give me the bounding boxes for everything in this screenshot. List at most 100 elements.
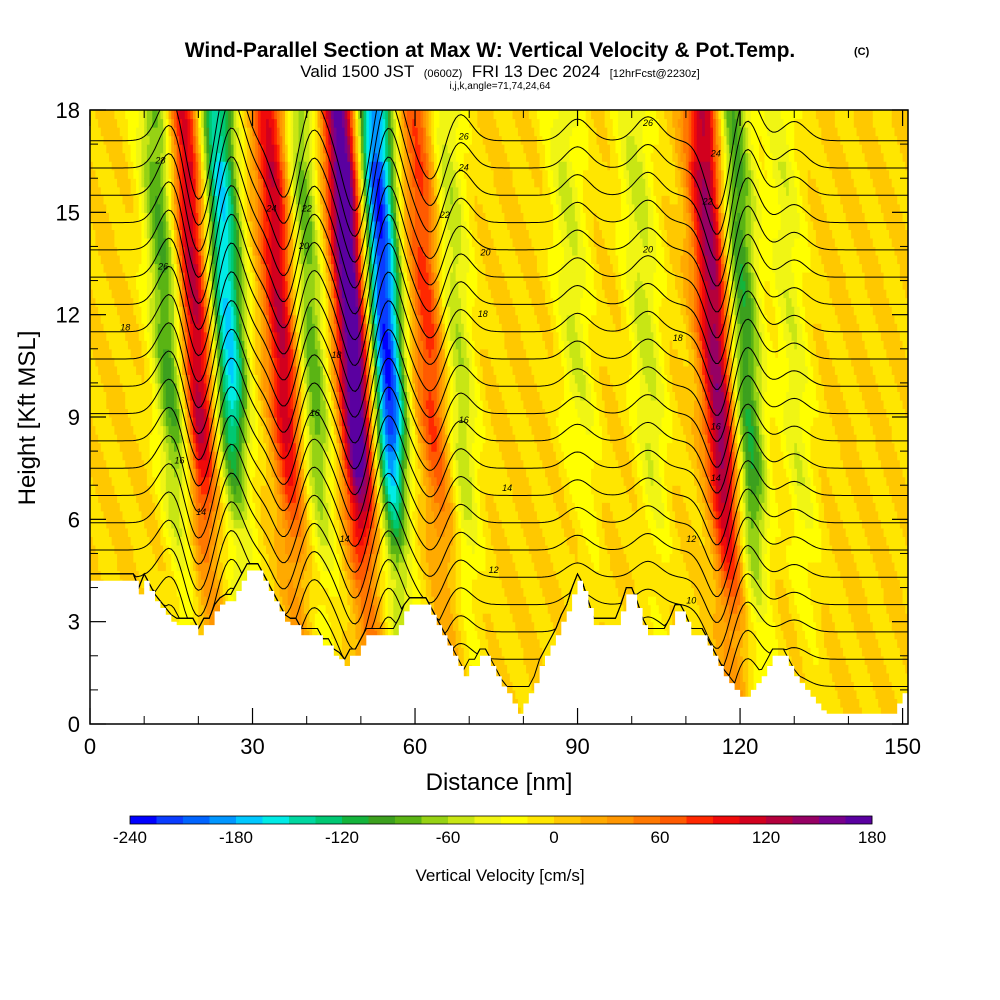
velocity-cell: [203, 127, 208, 137]
velocity-cell: [168, 544, 172, 555]
velocity-cell: [176, 161, 180, 171]
velocity-cell: [230, 306, 235, 316]
velocity-cell: [201, 289, 205, 299]
velocity-cell: [92, 195, 97, 205]
velocity-cell: [165, 502, 170, 512]
velocity-cell: [203, 323, 208, 333]
velocity-cell: [108, 272, 113, 282]
velocity-cell: [119, 544, 124, 555]
velocity-cell: [157, 331, 162, 341]
velocity-cell: [171, 536, 175, 546]
velocity-cell: [127, 485, 132, 495]
velocity-cell: [95, 365, 99, 375]
velocity-cell: [168, 110, 172, 120]
velocity-cell: [228, 289, 232, 299]
velocity-cell: [111, 374, 115, 384]
velocity-cell: [266, 459, 270, 469]
velocity-cell: [157, 144, 162, 154]
velocity-cell: [228, 451, 232, 461]
velocity-cell: [198, 340, 202, 350]
velocity-cell: [100, 408, 105, 418]
velocity-cell: [198, 331, 202, 341]
velocity-cell: [217, 144, 221, 154]
velocity-cell: [222, 570, 227, 580]
velocity-cell: [198, 280, 202, 290]
velocity-cell: [247, 476, 251, 486]
velocity-cell: [98, 408, 102, 418]
velocity-cell: [133, 417, 137, 427]
velocity-cell: [122, 161, 126, 171]
velocity-cell: [225, 127, 229, 137]
velocity-cell: [260, 519, 264, 529]
velocity-cell: [201, 561, 205, 572]
velocity-cell: [106, 246, 110, 256]
velocity-cell: [122, 331, 126, 341]
velocity-cell: [95, 144, 99, 154]
velocity-cell: [125, 399, 129, 410]
velocity-cell: [152, 152, 156, 162]
velocity-cell: [268, 408, 273, 418]
velocity-cell: [209, 442, 213, 452]
velocity-cell: [149, 579, 153, 589]
velocity-cell: [157, 178, 162, 188]
velocity-cell: [255, 425, 259, 435]
velocity-cell: [271, 510, 275, 520]
velocity-cell: [125, 229, 129, 239]
velocity-cell: [230, 118, 235, 128]
velocity-cell: [122, 289, 126, 299]
velocity-cell: [157, 127, 162, 137]
velocity-cell: [187, 272, 191, 282]
velocity-cell: [119, 297, 124, 307]
velocity-cell: [230, 442, 235, 452]
velocity-cell: [268, 570, 273, 580]
velocity-cell: [263, 468, 267, 478]
velocity-cell: [165, 237, 170, 248]
velocity-cell: [173, 306, 178, 316]
velocity-cell: [260, 544, 264, 555]
velocity-cell: [187, 135, 191, 145]
velocity-cell: [222, 237, 227, 248]
velocity-cell: [209, 280, 213, 290]
velocity-cell: [127, 382, 132, 393]
velocity-cell: [165, 127, 170, 137]
velocity-cell: [266, 263, 270, 273]
velocity-cell: [138, 485, 143, 495]
velocity-cell: [95, 348, 99, 358]
velocity-cell: [106, 144, 110, 154]
velocity-cell: [203, 110, 208, 120]
velocity-cell: [92, 570, 97, 580]
velocity-cell: [165, 280, 170, 290]
velocity-cell: [171, 476, 175, 486]
velocity-cell: [249, 348, 254, 358]
velocity-cell: [236, 485, 240, 495]
velocity-cell: [238, 110, 243, 120]
velocity-cell: [220, 510, 224, 520]
velocity-cell: [268, 493, 273, 503]
velocity-cell: [179, 434, 183, 444]
velocity-cell: [201, 220, 205, 230]
velocity-cell: [141, 425, 145, 435]
velocity-cell: [192, 613, 197, 623]
velocity-cell: [119, 289, 124, 299]
velocity-cell: [163, 237, 167, 248]
velocity-cell: [136, 331, 140, 341]
velocity-cell: [157, 425, 162, 435]
velocity-cell: [90, 348, 94, 358]
velocity-cell: [168, 536, 172, 546]
velocity-cell: [133, 263, 137, 273]
velocity-cell: [249, 263, 254, 273]
velocity-cell: [141, 220, 145, 230]
velocity-cell: [247, 357, 251, 367]
velocity-cell: [133, 476, 137, 486]
velocity-cell: [206, 544, 210, 555]
velocity-cell: [165, 323, 170, 333]
velocity-cell: [241, 118, 245, 128]
velocity-cell: [244, 485, 248, 495]
velocity-cell: [155, 110, 159, 120]
velocity-cell: [214, 212, 218, 222]
velocity-cell: [198, 391, 202, 401]
velocity-cell: [114, 229, 118, 239]
velocity-cell: [192, 553, 197, 563]
velocity-cell: [130, 527, 134, 537]
velocity-cell: [90, 391, 94, 401]
